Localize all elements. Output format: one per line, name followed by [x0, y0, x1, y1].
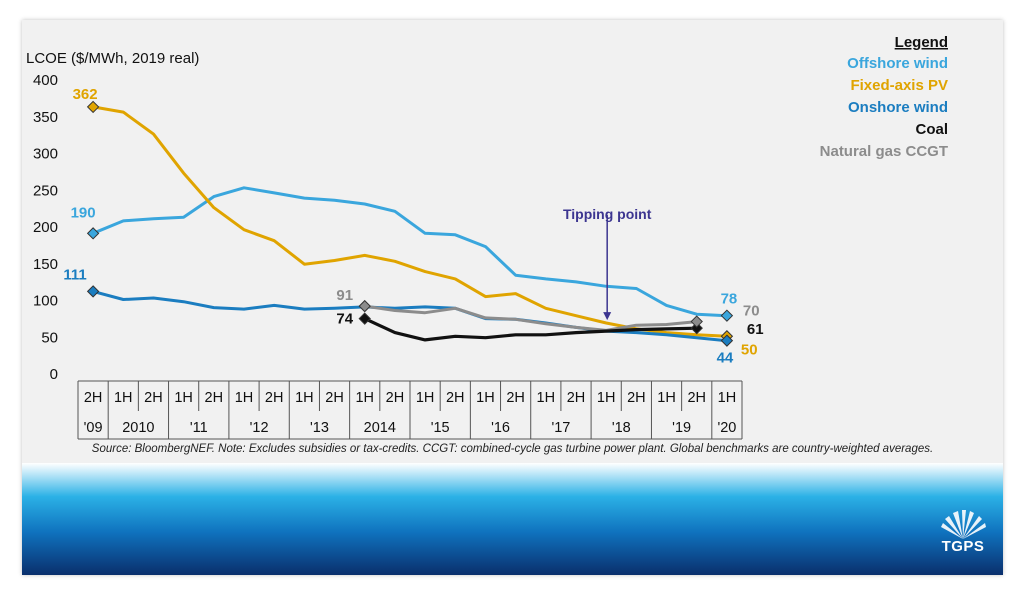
start-marker-pv — [86, 100, 100, 114]
end-marker-coal — [690, 321, 703, 335]
y-axis-title: LCOE ($/MWh, 2019 real) — [26, 50, 199, 67]
tipping-point-arrowhead — [603, 312, 612, 321]
end-marker-gas — [690, 315, 703, 328]
x-tick-label-half: 2H — [205, 390, 224, 406]
x-tick-label-half: 2H — [567, 390, 586, 406]
end-marker-offshore — [720, 309, 734, 322]
x-tick-label-half: 2H — [687, 390, 706, 406]
series-line-pv — [91, 105, 729, 338]
x-tick-label-half: 1H — [657, 390, 676, 406]
x-tick-label-half: 2H — [325, 390, 344, 406]
x-tick-label-half: 1H — [718, 390, 737, 406]
x-tick-label-half: 2H — [386, 390, 405, 406]
logo-text: TGPS — [941, 538, 985, 555]
x-tick-label-year: '15 — [431, 420, 450, 436]
data-label-offshore-start: 190 — [71, 204, 96, 221]
x-tick-label-half: 2H — [144, 390, 163, 406]
legend-title: Legend — [895, 34, 948, 51]
legend-entry: Offshore wind — [847, 55, 948, 72]
sunburst-icon — [941, 510, 986, 539]
y-tick-label: 300 — [33, 146, 58, 163]
x-tick-label-half: 1H — [476, 390, 495, 406]
end-marker-onshore — [720, 334, 734, 347]
x-tick-label-half: 2H — [506, 390, 525, 406]
x-tick-label-half: 1H — [597, 390, 616, 406]
x-tick-label-half: 1H — [295, 390, 314, 406]
start-marker-coal — [358, 312, 371, 325]
x-tick-label-half: 1H — [235, 390, 254, 406]
data-label-pv-end: 50 — [741, 341, 758, 358]
x-tick-label-year: '12 — [250, 420, 269, 436]
lcoe-chart: LCOE ($/MWh, 2019 real) 400 350 300 250 200 15… — [26, 34, 948, 440]
series-line-offshore — [91, 186, 729, 318]
x-tick-label-half: 2H — [84, 390, 103, 406]
y-tick-label: 0 — [50, 366, 58, 383]
legend-entry: Fixed-axis PV — [850, 77, 948, 94]
y-tick-label: 400 — [33, 72, 58, 89]
data-label-offshore-end: 78 — [721, 291, 738, 308]
y-tick-label: 350 — [33, 109, 58, 126]
data-label-onshore-start: 111 — [63, 266, 86, 283]
data-label-pv-start: 362 — [73, 86, 98, 103]
start-marker-gas — [358, 299, 371, 313]
x-tick-label-year: '19 — [672, 420, 691, 436]
data-label-gas-end: 70 — [743, 303, 760, 320]
x-tick-label-year: '09 — [84, 420, 103, 436]
tipping-point-label: Tipping point — [563, 206, 652, 222]
x-tick-label-half: 2H — [446, 390, 465, 406]
series-line-coal — [363, 317, 699, 342]
data-label-coal-start: 74 — [336, 311, 353, 328]
legend-entry: Coal — [915, 121, 948, 138]
x-tick-label-half: 1H — [174, 390, 193, 406]
chart-frame: LCOE ($/MWh, 2019 real) 400 350 300 250 200 15… — [22, 20, 1003, 575]
start-marker-offshore — [86, 227, 100, 240]
x-tick-label-half: 1H — [537, 390, 556, 406]
x-tick-label-year: '18 — [612, 420, 631, 436]
x-tick-label-half: 1H — [114, 390, 133, 406]
series-line-gas — [363, 304, 699, 332]
x-tick-label-year: '20 — [717, 420, 736, 436]
x-tick-label-half: 2H — [265, 390, 284, 406]
legend-entry: Onshore wind — [848, 99, 948, 116]
data-label-onshore-end: 44 — [717, 350, 734, 367]
x-tick-label-year: 2014 — [364, 420, 396, 436]
x-tick-label-year: '11 — [190, 420, 208, 436]
x-tick-label-year: '13 — [310, 420, 329, 436]
x-tick-label-year: '16 — [491, 420, 510, 436]
tgps-logo: TGPS — [933, 509, 993, 555]
legend-entry: Natural gas CCGT — [820, 143, 948, 160]
y-tick-label: 250 — [33, 182, 58, 199]
y-tick-label: 50 — [41, 329, 58, 346]
x-tick-label-year: 2010 — [122, 420, 154, 436]
y-tick-label: 100 — [33, 293, 58, 310]
x-tick-label-half: 1H — [355, 390, 374, 406]
y-tick-label: 200 — [33, 219, 58, 236]
x-tick-label-half: 1H — [416, 390, 435, 406]
data-label-gas-start: 91 — [336, 287, 353, 304]
footer-band: TGPS — [22, 463, 1003, 575]
series-line-onshore — [91, 289, 729, 343]
start-marker-onshore — [86, 285, 100, 298]
x-tick-label-year: '17 — [551, 420, 570, 436]
data-label-coal-end: 61 — [747, 321, 764, 338]
source-note: Source: BloombergNEF. Note: Excludes sub… — [91, 443, 934, 455]
y-tick-label: 150 — [33, 256, 58, 273]
x-tick-label-half: 2H — [627, 390, 646, 406]
